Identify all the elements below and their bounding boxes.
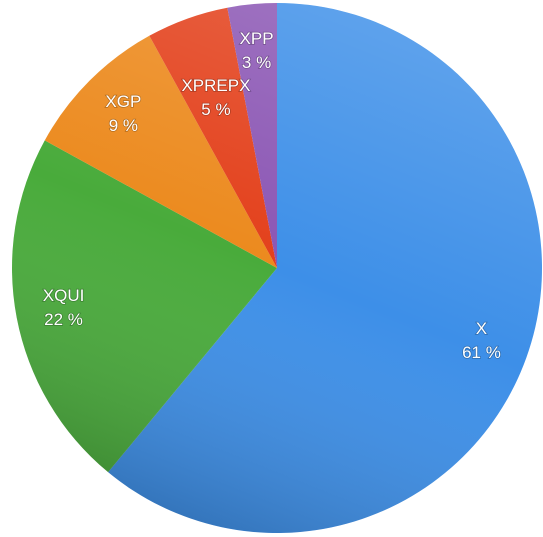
slice-label: XPP bbox=[240, 29, 274, 48]
slice-label: XGP bbox=[105, 92, 141, 111]
labels: X 61 % XQUI 22 % XGP 9 % XPREPX 5 % XPP 3 % bbox=[42, 28, 502, 362]
slice-value-label: 5 % bbox=[201, 100, 230, 119]
slice-label: XQUI bbox=[43, 286, 85, 305]
slice-label: XPREPX bbox=[181, 76, 250, 95]
slice-value-label: 3 % bbox=[242, 53, 271, 72]
slice-value-label: 22 % bbox=[44, 310, 83, 329]
pie bbox=[11, 3, 542, 533]
slice-label: X bbox=[476, 319, 487, 338]
slice-value-label: 9 % bbox=[109, 116, 138, 135]
slice-value-label: 61 % bbox=[462, 343, 501, 362]
